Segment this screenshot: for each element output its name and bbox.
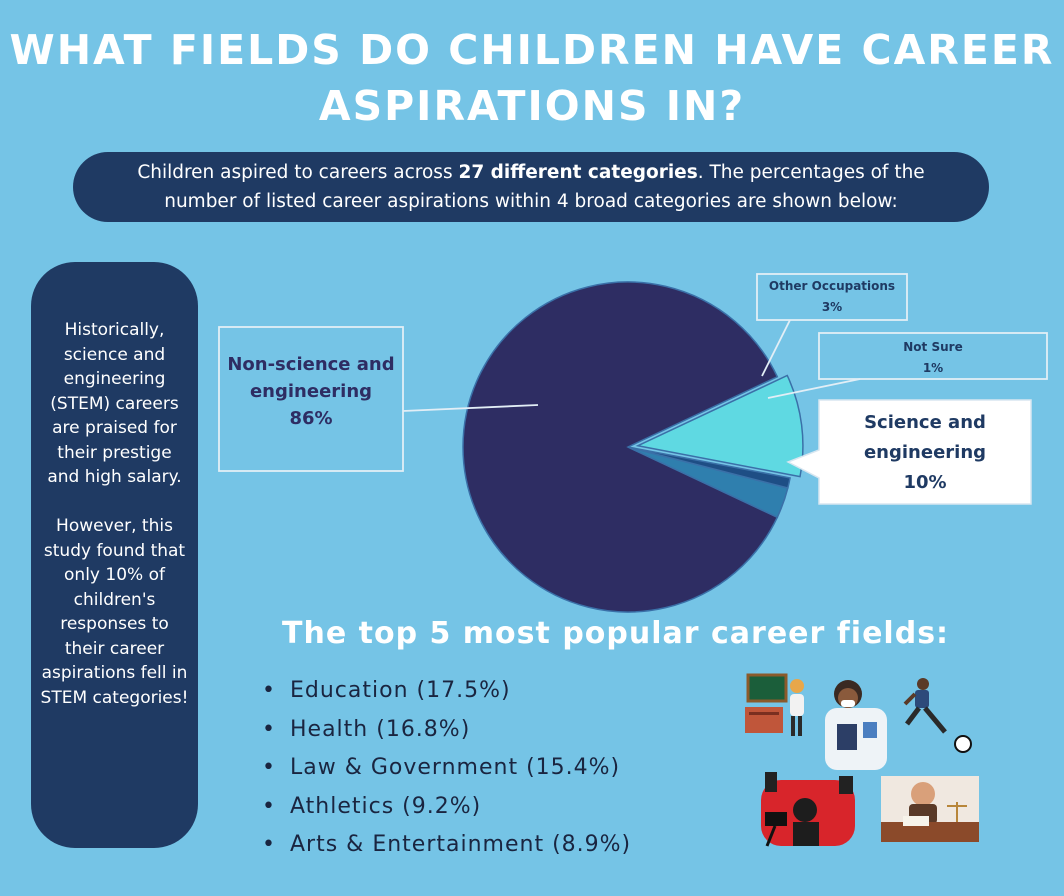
slice-value-label: 1% [923,361,943,375]
pie-slice-non-science-and-engineering [462,281,779,613]
pie-chart: Non-science and engineering 86% Other Occup… [218,273,1048,613]
callout-non-science-and-engineering: Non-science and engineering 86% [218,326,539,472]
top5-item: Health (16.8%) [262,713,631,752]
soccer-player-icon [903,678,972,753]
callout-box [756,273,908,321]
title-line-2: ASPIRATIONS IN? [318,82,746,130]
callout-not-sure: Not Sure 1% [767,332,1048,399]
top5-item: Law & Government (15.4%) [262,751,631,790]
callout-science-and-engineering: Science and engineering 10% [786,399,1032,505]
slice-label: Not Sure [903,340,962,354]
pie-slice-not-sure [627,446,791,489]
intro-text-a: Children aspired to careers across [137,162,459,183]
doctor-icon [825,680,887,770]
callout-leader-line [767,378,861,399]
top5-heading: The top 5 most popular career fields: [282,616,950,651]
callout-leader-line [761,319,791,377]
title-line-1: WHAT FIELDS DO CHILDREN HAVE CAREER [9,26,1055,74]
slice-label: Science and [864,412,986,433]
page-title: WHAT FIELDS DO CHILDREN HAVE CAREER ASPI… [0,22,1064,134]
callout-box [786,399,1032,505]
top5-item: Arts & Entertainment (8.9%) [262,828,631,867]
sidebar-paragraph-1: Historically, science and engineering (S… [47,320,182,487]
intro-banner: Children aspired to careers across 27 di… [73,152,989,222]
top5-item: Education (17.5%) [262,674,631,713]
slice-value-label: 86% [289,408,332,429]
intro-line-1: Children aspired to careers across 27 di… [73,158,989,187]
top5-item: Athletics (9.2%) [262,790,631,829]
callout-box [818,332,1048,380]
film-camera-icon [761,772,855,847]
slice-value-label: 3% [822,300,842,314]
slice-value-label: 10% [903,472,946,493]
callout-box [218,326,404,472]
sidebar-panel: Historically, science and engineering (S… [31,262,198,848]
slice-label: Non-science and [227,354,394,375]
career-illustrations [745,673,979,847]
top5-list: Education (17.5%) Health (16.8%) Law & G… [262,674,631,867]
intro-text-c: . The percentages of the [697,162,925,183]
intro-highlight: 27 different categories [458,162,698,183]
intro-line-2: number of listed career aspirations with… [164,191,898,212]
sidebar-paragraph-2: However, this study found that only 10% … [40,516,189,708]
callout-leader-line [402,404,539,412]
judge-icon [881,776,979,842]
pie-slice-science-and-engineering [635,374,804,478]
slice-label: Other Occupations [769,279,895,293]
slice-label: engineering [250,381,372,402]
slice-label: engineering [864,442,986,463]
callout-other-occupations: Other Occupations 3% [756,273,908,377]
teacher-icon [745,673,804,736]
